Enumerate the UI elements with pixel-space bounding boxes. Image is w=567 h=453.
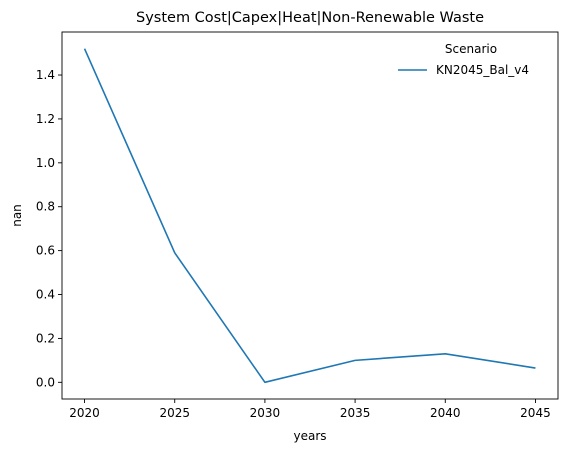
y-tick-label: 0.4 [36,288,55,302]
x-tick-label: 2020 [69,406,100,420]
legend-items: KN2045_Bal_v4 [398,63,529,77]
x-tick-label: 2045 [520,406,551,420]
legend: Scenario KN2045_Bal_v4 [398,42,529,77]
x-axis-label: years [293,429,326,443]
series-line [83,48,536,384]
x-tick-label: 2035 [340,406,371,420]
y-tick-label: 0.0 [36,375,55,389]
y-tick-label: 0.2 [36,331,55,345]
y-tick-label: 1.0 [36,156,55,170]
y-tick-label: 1.2 [36,112,55,126]
y-tick-label: 0.8 [36,200,55,214]
y-axis-ticks: 0.0 0.2 0.4 0.6 0.8 1.0 1.2 1.4 [36,68,62,389]
legend-title: Scenario [445,42,497,56]
x-tick-label: 2040 [430,406,461,420]
y-tick-label: 0.6 [36,244,55,258]
x-axis-ticks: 2020 2025 2030 2035 2040 2045 [69,399,551,420]
series-layer [83,48,536,384]
x-tick-label: 2025 [159,406,190,420]
legend-label: KN2045_Bal_v4 [436,63,529,77]
chart-title: System Cost|Capex|Heat|Non-Renewable Was… [136,10,484,26]
y-axis-label: nan [10,204,24,227]
y-tick-label: 1.4 [36,68,55,82]
x-tick-label: 2030 [250,406,281,420]
plot-area [61,31,559,400]
